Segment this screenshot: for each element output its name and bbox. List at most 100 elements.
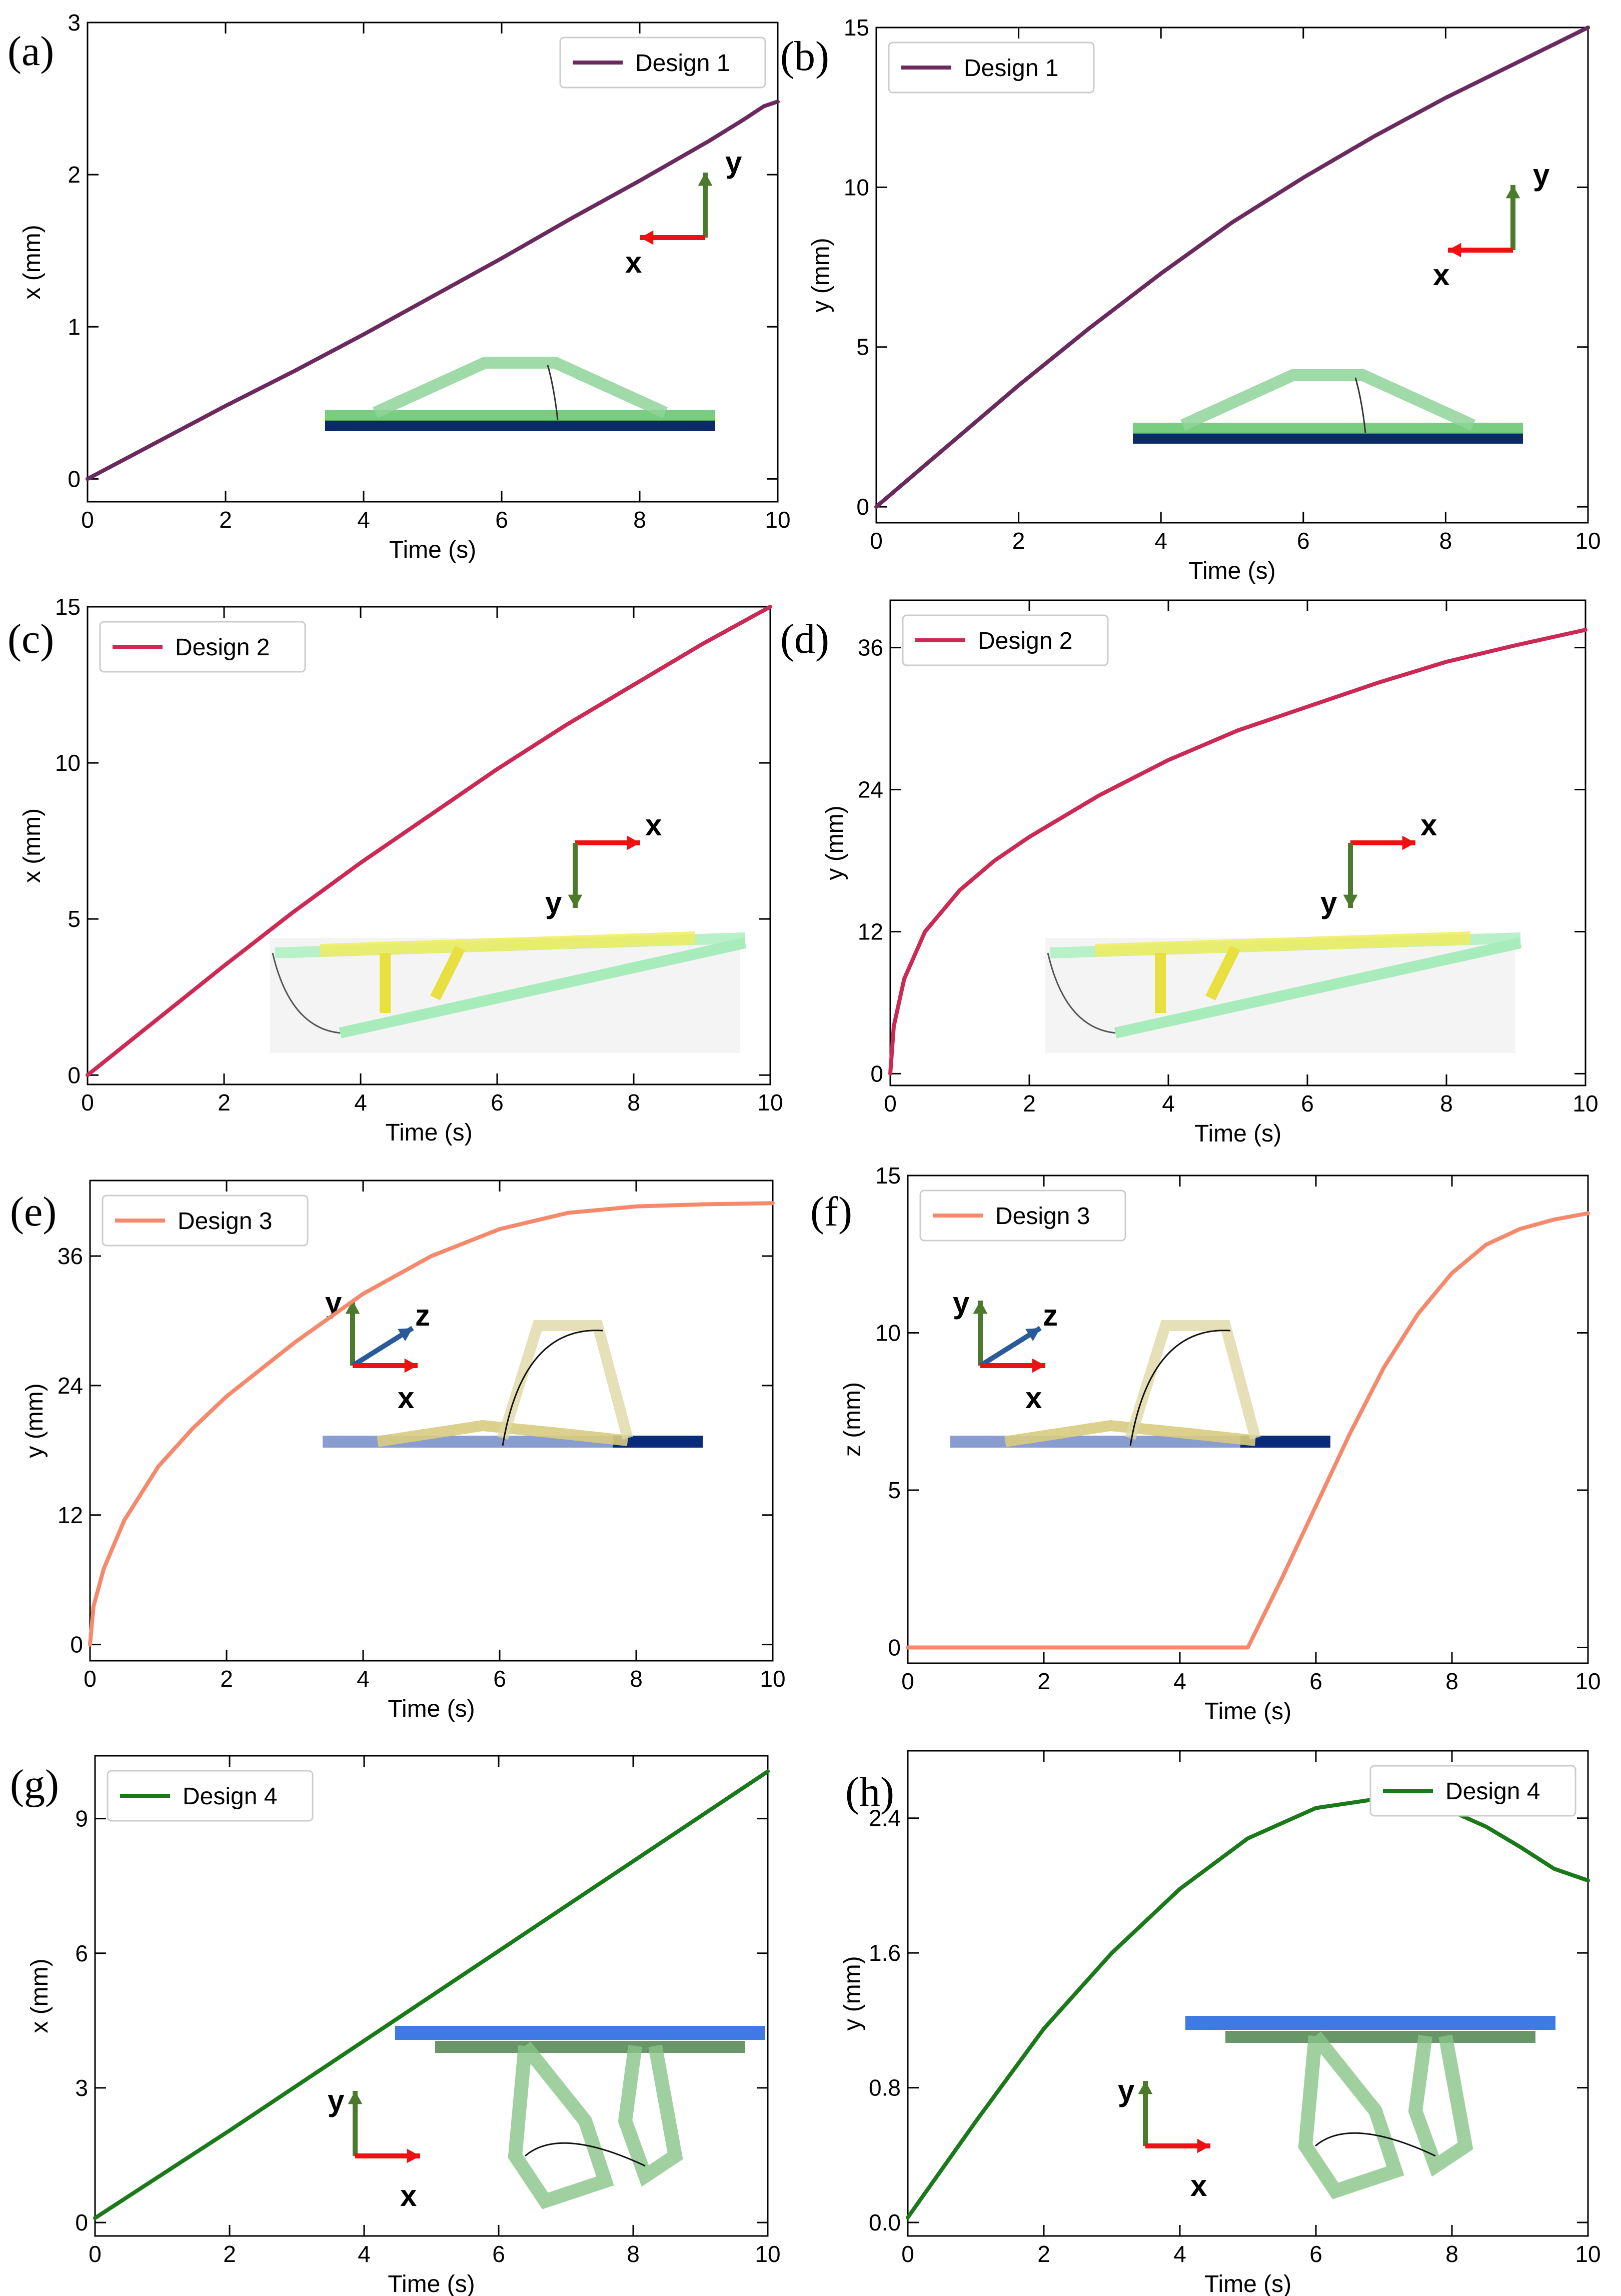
panel-label: (a) (8, 28, 54, 75)
legend: Design 2 (99, 621, 306, 673)
axis-x-arrow-head (404, 1358, 418, 1373)
axis-z-arrow-head (398, 1328, 413, 1342)
x-tick-label: 10 (765, 507, 790, 533)
green-bar (1225, 2031, 1535, 2043)
y-tick-label: 3 (75, 2075, 88, 2101)
y-axis-label: x (mm) (19, 225, 46, 299)
legend: Design 1 (559, 37, 766, 89)
yellow-bar (320, 931, 696, 957)
axis-letter-y: y (953, 1286, 970, 1320)
trajectory-curve (525, 2142, 646, 2167)
base-bar (325, 420, 715, 431)
plot-frame (907, 1750, 1589, 2237)
y-tick-label: 15 (875, 1163, 901, 1189)
y-tick-label: 2 (68, 162, 81, 188)
x-tick-label: 0 (901, 1668, 914, 1694)
legend-box (99, 621, 306, 673)
x-tick-label: 0 (81, 507, 94, 533)
y-tick-label: 1 (68, 314, 81, 340)
y-tick-label: 5 (856, 334, 869, 360)
series-line-design-2 (86, 605, 772, 1077)
axis-y-arrow-head (345, 1301, 360, 1314)
y-axis-label: y (mm) (822, 805, 848, 880)
series-line-design-1 (86, 100, 780, 481)
x-tick-label: 0 (89, 2241, 102, 2267)
axis-y-arrow-head (1343, 894, 1358, 908)
x-tick-label: 2 (1037, 1668, 1050, 1694)
x-axis-label: Time (s) (1188, 558, 1275, 584)
x-tick-label: 10 (1575, 1668, 1600, 1694)
yellow-bar (1095, 931, 1471, 957)
axis-x-arrow-head (407, 2148, 420, 2163)
x-tick-label: 2 (219, 507, 232, 533)
x-axis-label: Time (s) (389, 537, 476, 563)
y-tick-label: 0 (75, 2209, 88, 2235)
panel-c: (c) 0 2 4 6 8 10 0 5 10 15 Time (s) x (mm) x y Design 2 (8, 594, 783, 1146)
y-tick-label: 5 (888, 1477, 901, 1503)
plot-frame (87, 22, 779, 503)
plot-frame (89, 1180, 774, 1662)
raised-linkage (1125, 1320, 1261, 1440)
x-tick-label: 6 (1309, 2241, 1322, 2267)
linkage-left (508, 2041, 614, 2209)
linkage-right (1408, 2034, 1473, 2177)
raised-linkage (497, 1320, 633, 1440)
legend-label: Design 4 (183, 1783, 277, 1810)
axis-x-arrow-head (1448, 243, 1461, 258)
x-tick-label: 8 (1439, 528, 1452, 554)
legend-box (102, 1195, 309, 1247)
legend: Design 4 (1369, 1765, 1576, 1817)
x-tick-label: 4 (1154, 528, 1167, 554)
trajectory-curve (272, 952, 341, 1034)
x-tick-label: 4 (357, 1666, 370, 1692)
x-axis-label: Time (s) (388, 2271, 475, 2296)
y-axis-label: y (mm) (22, 1383, 48, 1458)
legend-label: Design 2 (175, 634, 270, 661)
series-line-design-2 (888, 628, 1587, 1076)
axis-letter-y: y (1118, 2074, 1135, 2107)
panel-h: (h) 0 2 4 6 8 10 0.0 0.8 1.6 2.4 Time (s) y (mm) y x De… (839, 1750, 1601, 2296)
x-tick-label: 6 (495, 507, 508, 533)
axis-letter-x: x (1190, 2169, 1207, 2202)
linkage (1004, 1420, 1256, 1447)
x-tick-label: 8 (630, 1666, 643, 1692)
x-tick-label: 0 (84, 1666, 97, 1692)
series-line-design-4 (906, 1796, 1590, 2219)
linkage (377, 1420, 629, 1447)
trajectory-curve (1354, 377, 1366, 433)
trajectory-curve (1129, 1330, 1231, 1446)
y-tick-label: 9 (75, 1806, 88, 1832)
x-tick-label: 4 (1173, 1668, 1186, 1694)
legend-box (107, 1770, 314, 1822)
panel-label: (g) (10, 1761, 59, 1808)
axis-letter-y: y (328, 2084, 345, 2117)
y-tick-label: 0 (68, 1062, 81, 1088)
series-line-design-1 (874, 26, 1590, 509)
y-tick-label: 15 (844, 15, 869, 41)
x-tick-label: 2 (1023, 1090, 1036, 1116)
axis-y-arrow-head (698, 173, 713, 186)
axis-letter-x: x (645, 808, 662, 842)
axis-letter-x: x (1420, 808, 1437, 842)
axis-letter-z: z (1043, 1299, 1058, 1332)
legend: Design 2 (902, 614, 1109, 666)
x-tick-label: 2 (1037, 2241, 1050, 2267)
top-bar (395, 2026, 765, 2040)
x-tick-label: 10 (1575, 528, 1600, 554)
y-tick-label: 3 (68, 10, 81, 36)
y-tick-label: 0.8 (869, 2075, 901, 2101)
x-tick-label: 6 (1301, 1090, 1314, 1116)
trajectory-curve (547, 365, 559, 421)
x-tick-label: 10 (760, 1666, 785, 1692)
y-axis-label: x (mm) (19, 808, 46, 883)
x-tick-label: 10 (1572, 1090, 1598, 1116)
x-tick-label: 0 (870, 528, 883, 554)
legend-label: Design 1 (635, 50, 730, 77)
series-line-design-3 (906, 1211, 1590, 1650)
x-tick-label: 6 (1309, 1668, 1322, 1694)
axis-letter-y: y (545, 886, 562, 919)
y-tick-label: 24 (58, 1373, 83, 1399)
axis-x-arrow-head (1197, 2138, 1210, 2153)
x-tick-label: 0 (901, 2241, 914, 2267)
x-axis-label: Time (s) (1204, 2271, 1291, 2296)
